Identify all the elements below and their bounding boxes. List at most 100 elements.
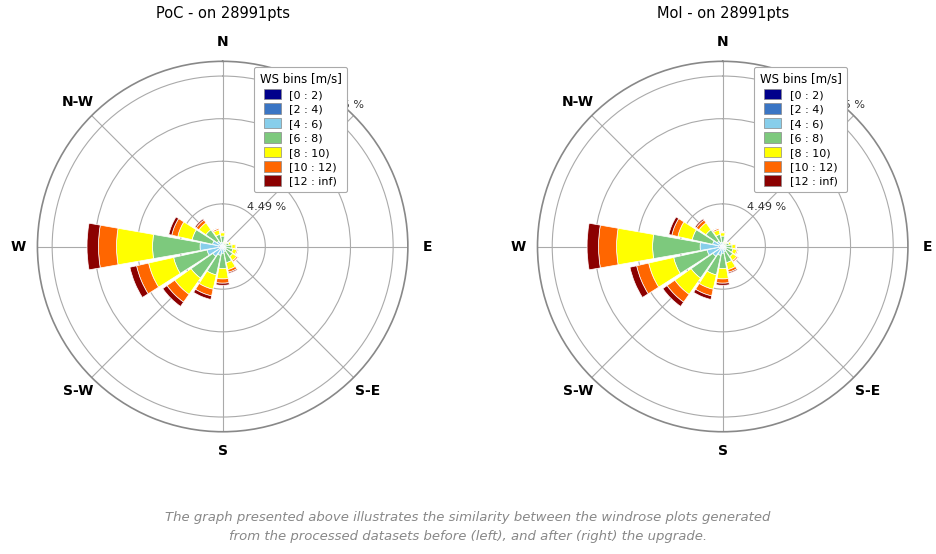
Bar xyxy=(716,234,722,243)
Bar xyxy=(652,234,700,259)
Bar xyxy=(718,246,722,247)
Bar xyxy=(219,253,227,269)
Bar xyxy=(197,220,206,230)
Legend: [0 : 2), [2 : 4), [4 : 6), [6 : 8), [8 : 10), [10 : 12), [12 : inf): [0 : 2), [2 : 4), [4 : 6), [6 : 8), [8 :… xyxy=(754,67,847,192)
Bar xyxy=(223,245,224,247)
Bar xyxy=(713,248,722,257)
Bar xyxy=(712,241,721,246)
Bar xyxy=(212,228,219,231)
Text: 8.98 %: 8.98 % xyxy=(770,168,810,178)
Bar xyxy=(721,236,724,243)
Bar xyxy=(216,234,222,243)
Bar xyxy=(725,242,727,244)
Bar xyxy=(207,254,221,275)
Bar xyxy=(221,247,223,249)
Bar xyxy=(649,258,680,287)
Bar xyxy=(731,242,732,244)
Bar xyxy=(168,217,179,235)
Bar xyxy=(724,243,726,245)
Bar xyxy=(236,250,239,255)
Text: 17.95 %: 17.95 % xyxy=(318,100,364,110)
Bar xyxy=(191,253,216,278)
Bar xyxy=(229,254,237,260)
Bar xyxy=(587,223,600,270)
Bar xyxy=(223,245,225,247)
Text: 13.46 %: 13.46 % xyxy=(795,134,841,144)
Bar xyxy=(617,228,653,265)
Bar xyxy=(226,245,232,248)
Bar xyxy=(235,244,236,249)
Bar xyxy=(207,247,220,255)
Bar xyxy=(724,245,725,247)
Bar xyxy=(172,219,183,237)
Bar xyxy=(223,243,225,245)
Bar xyxy=(725,249,733,257)
Bar xyxy=(726,242,728,243)
Bar xyxy=(220,245,222,247)
Bar xyxy=(167,280,189,302)
Bar xyxy=(735,250,738,255)
Bar xyxy=(719,253,726,269)
Bar xyxy=(220,242,223,245)
Bar xyxy=(712,228,719,231)
Bar xyxy=(728,266,737,272)
Bar xyxy=(153,234,200,259)
Bar xyxy=(232,244,235,249)
Title: PoC - on 28991pts: PoC - on 28991pts xyxy=(155,6,289,21)
Bar xyxy=(723,248,725,252)
Bar xyxy=(723,243,724,245)
Bar xyxy=(230,242,232,245)
Bar xyxy=(87,223,100,270)
Bar xyxy=(724,247,726,248)
Bar xyxy=(217,241,222,245)
Bar xyxy=(699,271,716,289)
Bar xyxy=(226,247,233,252)
Bar xyxy=(733,257,738,262)
Bar xyxy=(173,250,209,274)
Bar xyxy=(672,219,684,237)
Bar xyxy=(717,241,722,245)
Bar xyxy=(226,242,227,243)
Bar xyxy=(220,233,225,236)
Bar xyxy=(230,242,232,244)
Bar xyxy=(721,245,723,247)
Bar xyxy=(212,229,219,232)
Bar xyxy=(695,219,704,228)
Bar xyxy=(724,242,725,243)
Bar xyxy=(130,266,148,297)
Bar xyxy=(722,245,723,247)
Bar xyxy=(724,242,725,243)
Bar xyxy=(707,254,721,275)
Bar xyxy=(199,271,216,289)
Bar xyxy=(216,279,229,283)
Bar xyxy=(178,222,197,240)
Bar xyxy=(721,233,725,236)
Bar xyxy=(723,245,724,247)
Bar xyxy=(222,245,223,247)
Bar xyxy=(212,248,221,257)
Bar xyxy=(195,219,204,228)
Bar xyxy=(222,243,224,245)
Bar xyxy=(722,243,724,245)
Bar xyxy=(224,243,227,245)
Bar xyxy=(218,246,222,247)
Bar xyxy=(630,266,649,297)
Bar xyxy=(678,222,696,240)
Bar xyxy=(720,232,725,233)
Text: The graph presented above illustrates the similarity between the windrose plots : The graph presented above illustrates th… xyxy=(166,511,770,543)
Bar xyxy=(730,242,732,245)
Bar xyxy=(220,247,222,248)
Bar xyxy=(163,286,183,306)
Bar xyxy=(732,249,737,254)
Bar xyxy=(228,242,231,245)
Bar xyxy=(696,220,706,230)
Bar xyxy=(227,266,237,272)
Bar xyxy=(194,289,212,300)
Bar xyxy=(227,260,235,270)
Bar xyxy=(224,242,226,243)
Bar xyxy=(722,248,724,253)
Text: 17.95 %: 17.95 % xyxy=(819,100,865,110)
Bar xyxy=(213,230,220,236)
Bar xyxy=(225,243,229,246)
Bar xyxy=(224,251,231,263)
